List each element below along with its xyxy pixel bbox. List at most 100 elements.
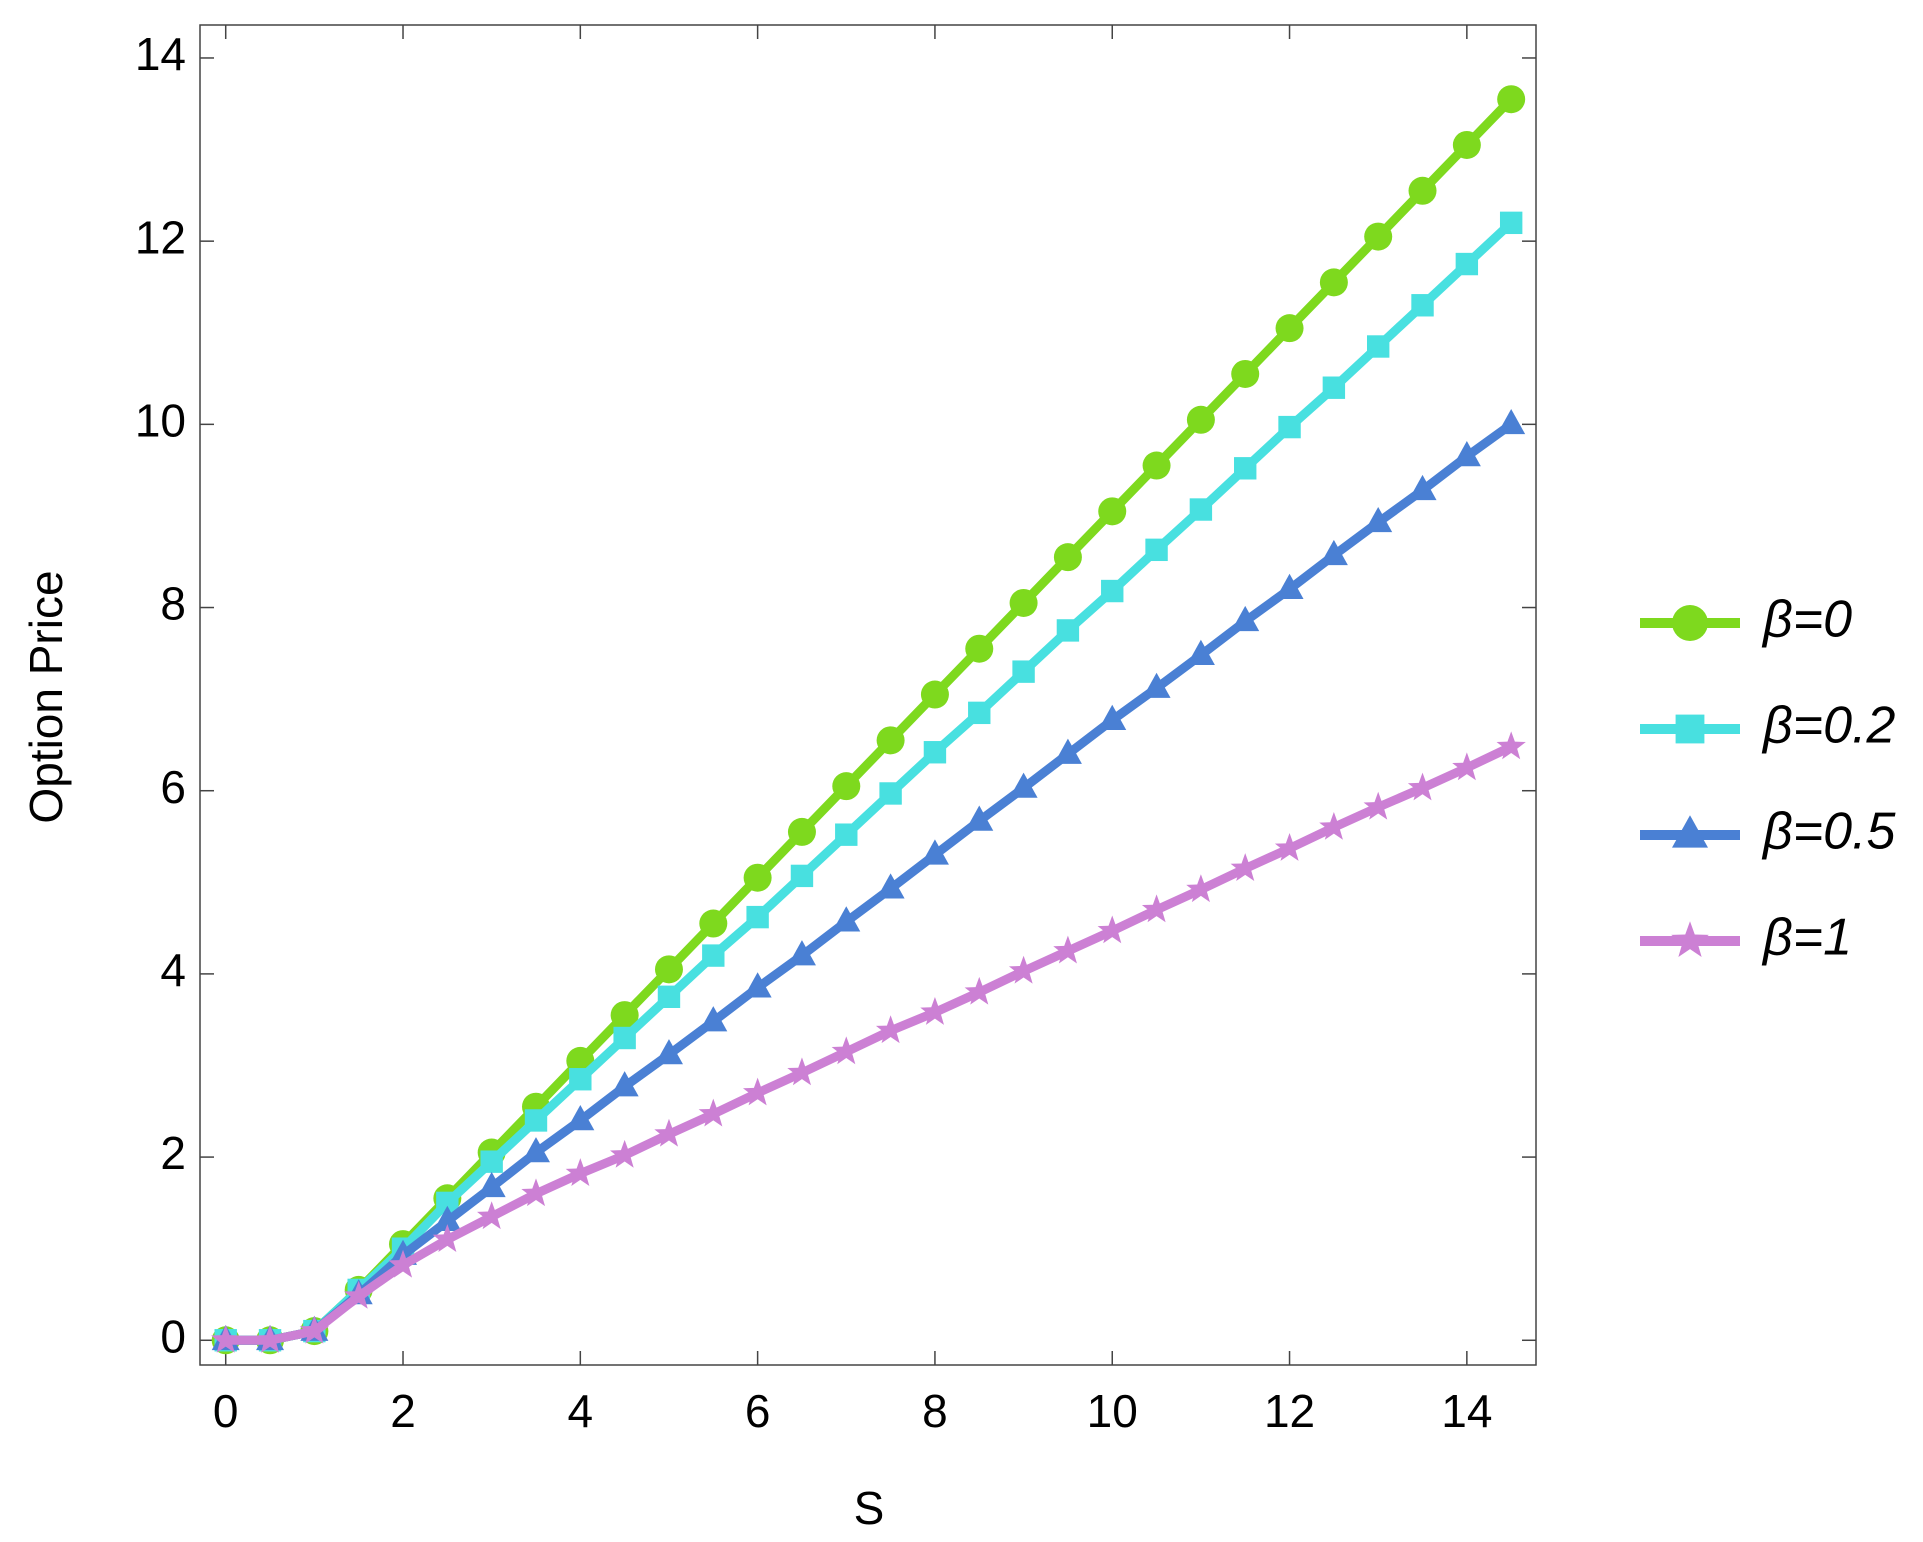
marker	[787, 1057, 817, 1086]
x-axis-label: S	[854, 1482, 885, 1534]
marker	[1053, 543, 1082, 572]
legend-marker	[1671, 921, 1709, 958]
marker	[1411, 294, 1434, 317]
marker	[1452, 130, 1481, 159]
marker	[875, 1015, 906, 1044]
marker	[610, 1071, 639, 1097]
marker	[835, 823, 858, 846]
x-tick-label: 6	[745, 1385, 771, 1437]
marker	[1231, 605, 1260, 632]
marker	[879, 782, 902, 805]
marker	[610, 1001, 639, 1030]
x-tick-label: 8	[922, 1385, 948, 1437]
marker	[299, 1315, 330, 1344]
marker	[432, 1224, 462, 1252]
marker	[1364, 506, 1393, 533]
marker	[610, 1139, 640, 1168]
marker	[477, 1201, 507, 1230]
marker	[1098, 497, 1127, 526]
marker	[255, 1324, 285, 1353]
marker	[743, 863, 772, 892]
y-tick-label: 6	[160, 761, 186, 813]
marker	[702, 944, 725, 967]
x-tick-label: 2	[390, 1385, 416, 1437]
marker	[920, 996, 950, 1025]
marker	[1278, 415, 1301, 439]
y-tick-label: 2	[160, 1127, 186, 1179]
marker	[1274, 833, 1305, 861]
marker	[433, 1205, 462, 1231]
marker	[344, 1280, 374, 1309]
marker	[388, 1249, 418, 1278]
marker	[1452, 752, 1482, 781]
y-tick-label: 0	[160, 1310, 186, 1362]
legend-label: β=0.2	[1761, 697, 1895, 755]
marker	[965, 805, 994, 831]
series-line	[225, 219, 1515, 1345]
y-tick-label: 12	[135, 211, 186, 263]
x-tick-label: 0	[213, 1385, 239, 1437]
marker	[920, 680, 949, 709]
legend-marker	[1672, 815, 1708, 848]
marker	[480, 1150, 503, 1173]
marker	[743, 972, 772, 998]
marker	[1101, 579, 1124, 603]
marker	[1499, 211, 1523, 235]
marker	[968, 701, 991, 725]
marker	[1009, 588, 1038, 617]
y-tick-label: 8	[160, 578, 186, 630]
marker	[1497, 408, 1526, 435]
marker	[923, 741, 947, 764]
marker	[1322, 376, 1346, 399]
marker	[1009, 772, 1038, 798]
series-line	[225, 742, 1514, 1345]
marker	[1231, 359, 1260, 388]
marker	[1008, 955, 1039, 984]
marker	[654, 955, 683, 984]
series-line	[225, 96, 1515, 1345]
marker	[1142, 672, 1171, 698]
marker	[742, 1077, 773, 1106]
y-tick-label: 4	[160, 944, 186, 996]
y-tick-label: 14	[135, 28, 186, 80]
marker	[1363, 791, 1393, 820]
marker	[565, 1158, 595, 1187]
marker	[699, 1006, 728, 1032]
legend-label: β=0.5	[1761, 803, 1896, 861]
marker	[1452, 441, 1481, 467]
marker	[211, 1324, 241, 1353]
marker	[1275, 314, 1304, 343]
marker	[1364, 222, 1393, 251]
x-tick-label: 14	[1441, 1385, 1492, 1437]
marker	[1053, 935, 1083, 964]
marker	[1407, 772, 1438, 801]
marker	[876, 873, 905, 899]
x-tick-label: 4	[568, 1385, 594, 1437]
marker	[1186, 874, 1216, 903]
marker	[699, 909, 728, 938]
marker	[657, 985, 681, 1008]
marker	[1189, 498, 1213, 521]
marker	[1497, 85, 1526, 114]
marker	[1012, 660, 1035, 683]
marker	[965, 634, 994, 663]
marker	[1408, 474, 1437, 501]
marker	[1319, 811, 1349, 840]
marker	[1098, 704, 1127, 730]
marker	[1455, 252, 1479, 276]
marker	[1186, 639, 1215, 665]
marker	[1275, 573, 1304, 600]
marker	[654, 1118, 684, 1147]
marker	[832, 772, 861, 801]
plot-frame	[199, 24, 1537, 1366]
marker	[1230, 853, 1260, 882]
legend-label: β=0	[1761, 591, 1852, 649]
marker	[831, 1036, 861, 1065]
marker	[876, 726, 905, 755]
marker	[1186, 405, 1215, 434]
series-line	[225, 420, 1514, 1345]
marker	[521, 1137, 550, 1163]
marker	[1366, 335, 1390, 358]
marker	[920, 839, 949, 865]
marker	[613, 1026, 636, 1050]
